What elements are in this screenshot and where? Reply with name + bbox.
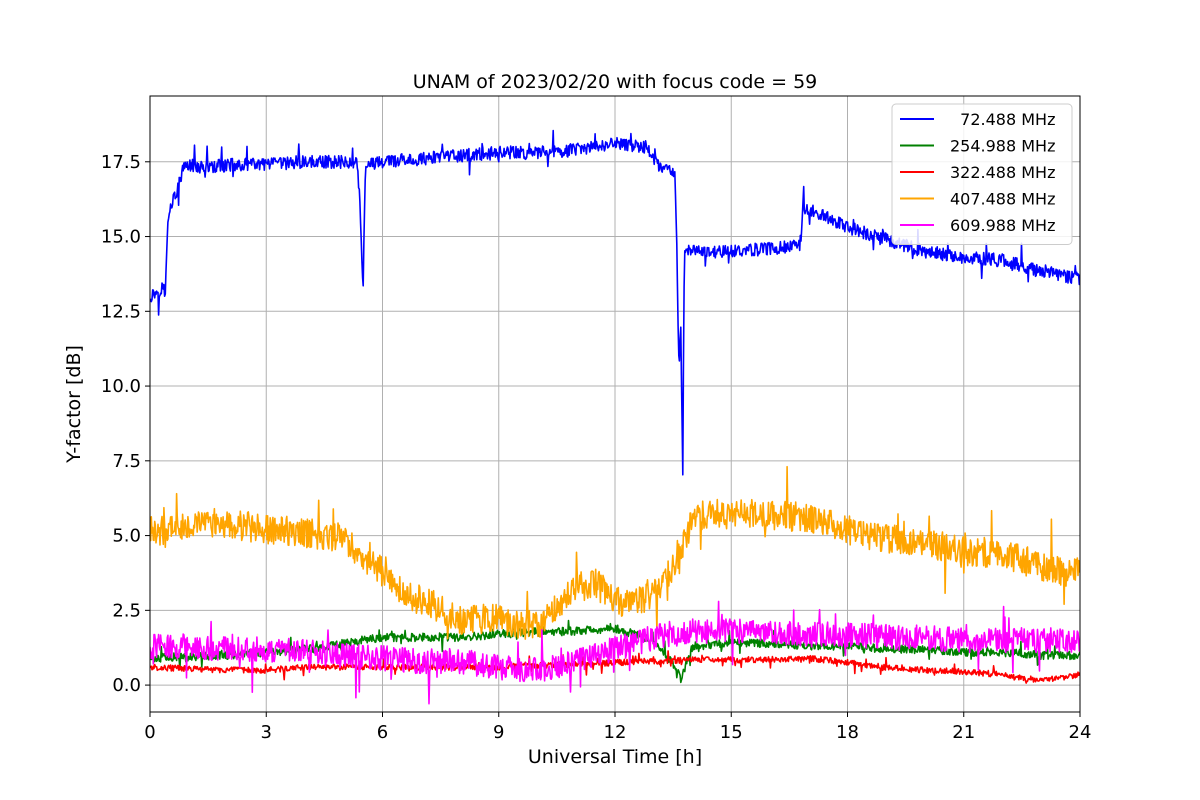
series-line-2 (150, 650, 1080, 684)
x-tick-label: 0 (144, 722, 155, 743)
x-axis: 0 3 6 9 12 15 18 21 24 (144, 712, 1091, 743)
legend-box (891, 103, 1073, 245)
x-tick-label: 21 (952, 722, 975, 743)
x-tick-label: 12 (604, 722, 627, 743)
x-tick-label: 9 (493, 722, 504, 743)
x-tick-label: 3 (261, 722, 272, 743)
legend-entry: 254.988 MHz (950, 137, 1055, 156)
y-tick-label: 10.0 (101, 376, 141, 397)
y-tick-label: 2.5 (112, 600, 141, 621)
x-tick-label: 15 (720, 722, 743, 743)
series-layer (150, 129, 1080, 705)
chart-title: UNAM of 2023/02/20 with focus code = 59 (413, 71, 818, 93)
legend-entry: 72.488 MHz (950, 110, 1055, 129)
x-axis-label: Universal Time [h] (528, 746, 702, 768)
x-tick-label: 24 (1069, 722, 1092, 743)
y-tick-label: 7.5 (112, 451, 141, 472)
y-axis: 0.0 2.5 5.0 7.5 10.0 12.5 15.0 17.5 (101, 152, 150, 696)
y-axis-label: Y-factor [dB] (63, 345, 85, 464)
y-tick-label: 15.0 (101, 227, 141, 248)
x-tick-label: 18 (836, 722, 859, 743)
y-tick-label: 12.5 (101, 301, 141, 322)
y-tick-label: 17.5 (101, 152, 141, 173)
legend-entry: 407.488 MHz (950, 190, 1055, 209)
legend-entry: 322.488 MHz (950, 163, 1055, 182)
legend: 72.488 MHz 254.988 MHz 322.488 MHz 407.488 … (891, 103, 1073, 245)
series-line-1 (150, 619, 1080, 684)
x-tick-label: 6 (377, 722, 388, 743)
legend-entry: 609.988 MHz (950, 216, 1055, 235)
series-line-3 (150, 465, 1080, 640)
y-tick-label: 5.0 (112, 526, 141, 547)
series-line-4 (150, 600, 1080, 705)
y-tick-label: 0.0 (112, 675, 141, 696)
series-line-0 (150, 129, 1080, 476)
